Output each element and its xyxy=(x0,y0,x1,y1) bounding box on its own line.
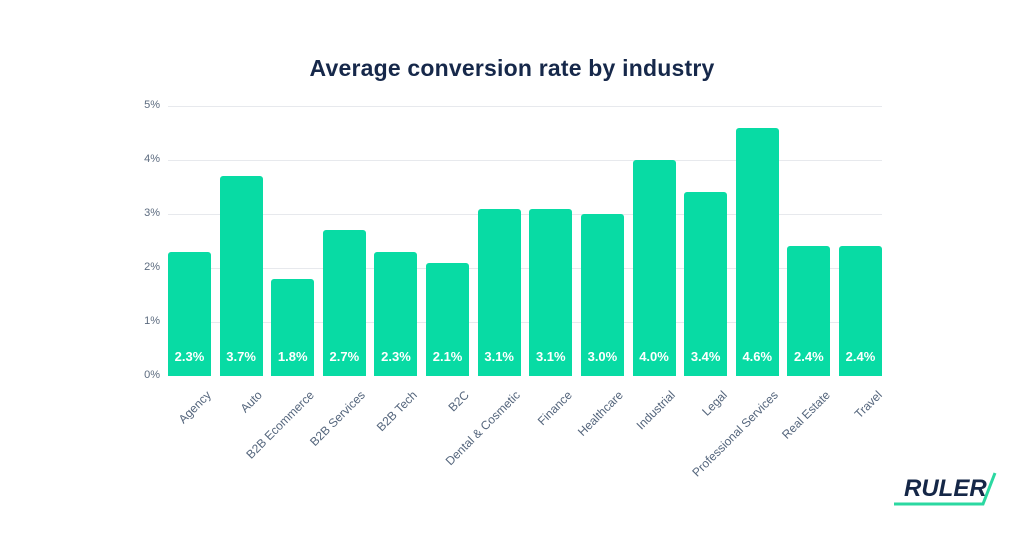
bar-value-label: 1.8% xyxy=(277,349,308,364)
y-axis-tick-label: 5% xyxy=(144,99,160,111)
bar: 3.1% xyxy=(477,208,521,376)
gridline xyxy=(168,106,882,107)
gridline xyxy=(168,322,882,323)
bar: 2.3% xyxy=(168,251,211,376)
bar-value-label: 2.7% xyxy=(329,349,360,364)
y-axis-tick-label: 0% xyxy=(144,369,160,381)
bar: 3.1% xyxy=(529,208,573,376)
gridline xyxy=(168,268,882,269)
bar: 2.1% xyxy=(426,262,470,376)
bar: 3.4% xyxy=(684,192,728,376)
bar: 1.8% xyxy=(271,278,315,376)
bar: 3.0% xyxy=(580,214,624,376)
bar-value-label: 2.4% xyxy=(794,349,824,364)
bar-value-label: 3.1% xyxy=(535,349,566,364)
gridline xyxy=(168,160,882,161)
y-axis-tick-label: 1% xyxy=(144,315,160,327)
bar-value-label: 3.1% xyxy=(484,349,514,364)
y-axis-tick-label: 3% xyxy=(144,207,160,219)
ruler-logo-graphic: RULER xyxy=(894,472,997,506)
y-axis-tick-label: 2% xyxy=(144,261,160,273)
ruler-logo: RULER xyxy=(882,466,1010,516)
bar: 2.7% xyxy=(322,230,366,376)
bar-value-label: 3.4% xyxy=(690,349,721,364)
bar-value-label: 2.3% xyxy=(381,349,411,364)
plot-area: 0% 1% 2% 3% 4% 5% 2.3% 3.7% 1.8% 2.7% 2.3% 2.1% 3.1… xyxy=(144,99,884,479)
bar-value-label: 3.7% xyxy=(226,349,256,364)
logo-slash-underline xyxy=(894,472,997,506)
bar: 2.4% xyxy=(839,246,882,376)
y-axis-tick-label: 4% xyxy=(144,153,160,165)
bar-value-label: 2.1% xyxy=(432,349,463,364)
bar-value-label: 2.3% xyxy=(174,349,205,364)
bar-value-label: 4.0% xyxy=(639,349,669,364)
bar-value-label: 2.4% xyxy=(845,349,876,364)
bar: 2.4% xyxy=(787,246,831,376)
bar: 4.6% xyxy=(735,127,779,376)
bar-value-label: 4.6% xyxy=(742,349,773,364)
logo-text: RULER xyxy=(904,475,987,502)
bar-value-label: 3.0% xyxy=(587,349,618,364)
y-axis: 0% 1% 2% 3% 4% 5% xyxy=(118,99,160,381)
bar: 3.7% xyxy=(219,176,263,376)
bar: 2.3% xyxy=(374,251,418,376)
chart-title: Average conversion rate by industry xyxy=(309,55,715,81)
bar: 4.0% xyxy=(632,160,676,376)
gridline xyxy=(168,214,882,215)
